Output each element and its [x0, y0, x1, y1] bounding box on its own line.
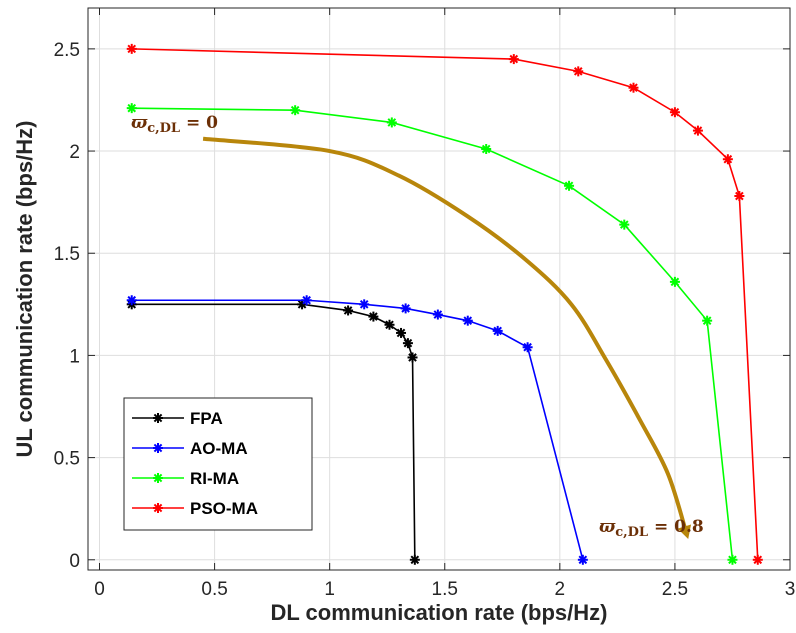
data-point-ri-ma: [481, 144, 492, 155]
data-point-ao-ma: [301, 295, 312, 306]
data-point-fpa: [384, 319, 395, 330]
data-point-fpa: [409, 554, 420, 565]
legend: FPA AO-MA RI-MA PSO-MA: [123, 397, 313, 531]
data-point-ri-ma: [126, 103, 137, 114]
series-ao-ma: [126, 295, 588, 565]
legend-marker: [153, 503, 163, 513]
data-point-ri-ma: [727, 554, 738, 565]
legend-item-pso-ma: PSO-MA: [132, 499, 258, 518]
data-point-ao-ma: [359, 299, 370, 310]
annotation-arrow: [202, 136, 692, 539]
x-tick-label: 0.5: [201, 579, 227, 600]
data-point-ri-ma: [290, 105, 301, 116]
legend-label-ao-ma: AO-MA: [190, 439, 248, 458]
data-point-ao-ma: [400, 303, 411, 314]
data-point-ri-ma: [564, 180, 575, 191]
series-fpa: [126, 299, 420, 565]
legend-label-ri-ma: RI-MA: [190, 469, 239, 488]
data-point-pso-ma: [692, 125, 703, 136]
data-point-ao-ma: [492, 325, 503, 336]
x-axis-label: DL communication rate (bps/Hz): [271, 600, 608, 625]
y-tick-label: 0: [69, 551, 80, 572]
x-tick-label: 2: [555, 579, 566, 600]
legend-label-fpa: FPA: [190, 409, 223, 428]
data-point-fpa: [402, 338, 413, 349]
legend-marker: [153, 473, 163, 483]
data-point-ao-ma: [462, 315, 473, 326]
data-point-pso-ma: [573, 66, 584, 77]
series-ri-ma: [126, 103, 738, 565]
data-point-pso-ma: [722, 154, 733, 165]
legend-marker: [153, 413, 163, 423]
legend-item-fpa: FPA: [132, 409, 223, 428]
data-point-pso-ma: [628, 82, 639, 93]
data-point-ri-ma: [619, 219, 630, 230]
x-tick-label: 0: [94, 579, 105, 600]
data-point-fpa: [407, 352, 418, 363]
y-tick-label: 2.5: [54, 40, 80, 61]
y-tick-label: 0.5: [54, 449, 80, 470]
data-point-ao-ma: [577, 554, 588, 565]
axis-ticks: 0 0.5 1 1.5 2 2.5 3 0 0.5 1 1.5 2 2.5: [54, 8, 796, 600]
data-point-pso-ma: [752, 554, 763, 565]
data-point-ri-ma: [386, 117, 397, 128]
legend-item-ri-ma: RI-MA: [132, 469, 239, 488]
x-tick-label: 3: [785, 579, 796, 600]
data-point-ao-ma: [522, 342, 533, 353]
x-tick-label: 1: [324, 579, 335, 600]
series-layer: [126, 43, 763, 565]
legend-item-ao-ma: AO-MA: [132, 439, 248, 458]
data-point-pso-ma: [669, 107, 680, 118]
y-axis-label: UL communication rate (bps/Hz): [12, 121, 37, 458]
data-point-ao-ma: [126, 295, 137, 306]
data-point-fpa: [368, 311, 379, 322]
data-point-pso-ma: [126, 43, 137, 54]
legend-label-pso-ma: PSO-MA: [190, 499, 258, 518]
y-tick-label: 2: [69, 142, 80, 163]
annotation-curve: [202, 136, 689, 534]
annotation-start: ϖc,DL = 0: [131, 113, 218, 136]
series-pso-ma: [126, 43, 763, 565]
annotation-end: ϖc,DL = 0.8: [599, 517, 704, 540]
data-point-fpa: [396, 327, 407, 338]
y-tick-label: 1: [69, 346, 80, 367]
data-point-ri-ma: [702, 315, 713, 326]
annotations: ϖc,DL = 0 ϖc,DL = 0.8: [131, 113, 704, 540]
data-point-fpa: [343, 305, 354, 316]
legend-marker: [153, 443, 163, 453]
data-point-pso-ma: [734, 191, 745, 202]
plot-frame: [87, 7, 791, 571]
x-tick-label: 2.5: [662, 579, 688, 600]
data-point-ao-ma: [432, 309, 443, 320]
data-point-ri-ma: [669, 276, 680, 287]
y-tick-label: 1.5: [54, 244, 80, 265]
x-tick-label: 1.5: [432, 579, 458, 600]
annotation-arrowhead: [677, 524, 692, 539]
data-point-pso-ma: [508, 54, 519, 65]
